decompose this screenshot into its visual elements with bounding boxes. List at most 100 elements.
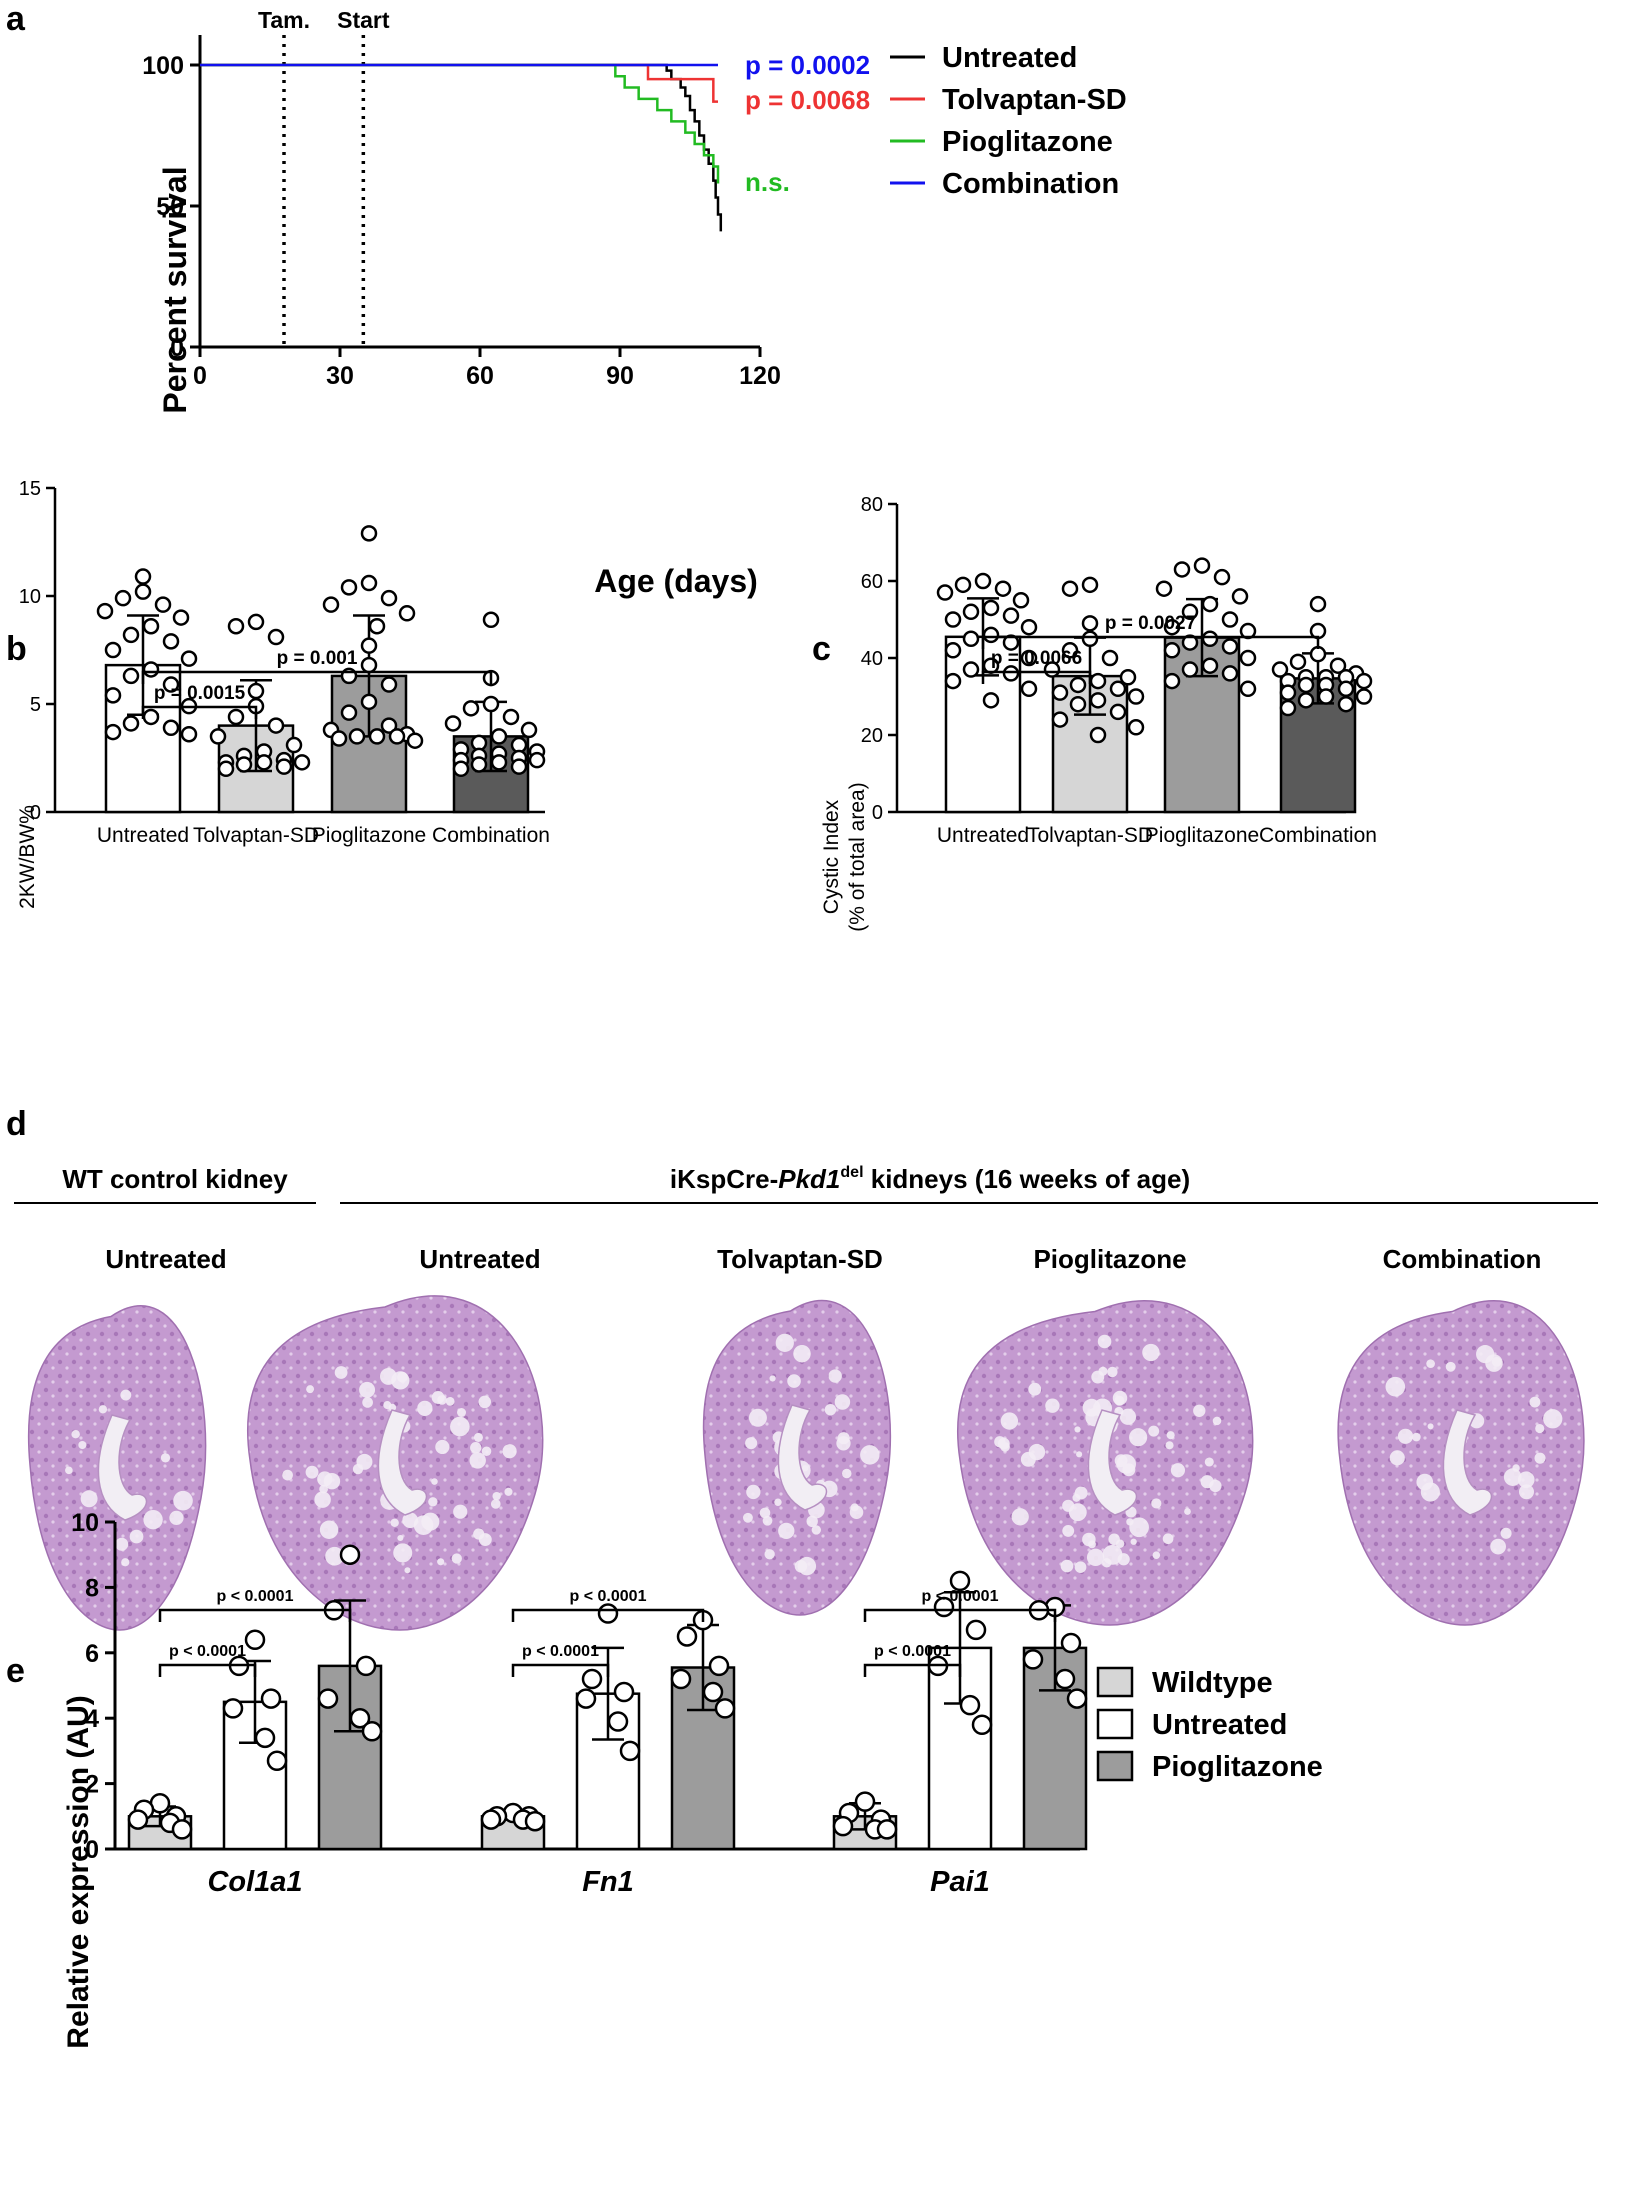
kwbw-y-tick-label: 10 [19,586,41,608]
expression-y-tick-label: 2 [85,1771,99,1799]
expression-legend-swatch [1096,1708,1134,1740]
kwbw-data-point [209,728,227,745]
kidney-cyst [481,1446,492,1457]
kidney-cyst [428,1497,438,1507]
kwbw-data-point [114,589,132,607]
expression-data-point [949,1570,971,1592]
cystic-x-tick-label: Tolvaptan-SD [1027,824,1153,847]
kidney-cyst [793,1345,811,1363]
kidney-cyst [1212,1416,1222,1426]
kwbw-data-point [180,650,198,667]
kidney-cyst [1170,1463,1186,1478]
cystic-data-point [1337,695,1355,713]
cystic-data-point [944,611,962,628]
cystic-y-tick-label: 80 [861,494,883,516]
kidney-cyst [1102,1544,1123,1565]
kidney-cyst [306,1385,315,1394]
cystic-y-tick-label: 20 [861,725,883,747]
section-label-tolvaptan: Tolvaptan-SD [717,1244,883,1274]
kidney-cyst [1512,1464,1520,1472]
expression-gene-label: Col1a1 [207,1866,302,1898]
expression-data-point [524,1810,546,1832]
cystic-data-point [1221,638,1239,655]
cystic-data-point [1213,568,1231,586]
kwbw-data-point [162,633,180,650]
section-label-combination: Combination [1383,1244,1542,1274]
kwbw-data-point [444,715,462,732]
survival-x-tick-label: 90 [606,362,634,390]
kidney-cyst [115,1537,129,1551]
cystic-data-point [1309,645,1327,663]
expression-y-tick-label: 10 [71,1509,99,1537]
kwbw-data-point [360,656,378,674]
cystic-data-point [982,599,1000,617]
panel-letter-e: e [6,1652,25,1690]
expression-sig-bracket [511,1663,610,1677]
kidney-cyst [1503,1468,1522,1486]
expression-sig-bracket [158,1663,257,1677]
kidney-cyst [323,1473,341,1490]
kidney-cyst [305,1465,319,1479]
kwbw-data-point [452,760,470,778]
kidney-cyst [1543,1409,1563,1429]
expression-data-point [1054,1668,1076,1690]
expression-data-point [597,1603,619,1624]
cystic-y-tick-label: 60 [861,571,883,593]
cystic-data-point [974,572,992,590]
cystic-y-label-2: (% of total area) [846,782,869,931]
expression-data-point [832,1815,854,1837]
cystic-data-point [1012,592,1030,609]
kwbw-y-tick-label: 15 [19,478,41,500]
expression-sig-label: p < 0.0001 [169,1643,246,1660]
cystic-data-point [982,626,1000,644]
kidney-cyst [492,1491,501,1501]
panel-letter-c: c [812,630,831,668]
cystic-data-point [1061,580,1079,597]
pvalue-pioglitazone: n.s. [745,167,790,197]
kwbw-y-label: 2KW/BW% [16,805,39,909]
kidney-cyst [1086,1548,1105,1566]
expression-legend-label: Wildtype [1152,1667,1273,1699]
kidney-cyst [836,1436,851,1451]
cystic-sig-bracket [981,670,1092,684]
kwbw-data-point [388,728,406,745]
kidney-cyst [435,1439,450,1455]
section-label-pioglitazone: Pioglitazone [1033,1244,1186,1274]
kidney-cyst [787,1374,801,1388]
cystic-y-tick-label: 40 [861,648,883,670]
kwbw-data-point [502,708,520,726]
cystic-data-point [1081,630,1099,647]
kidney-cyst [80,1490,98,1508]
cystic-data-point [1069,676,1087,694]
expression-y-tick-label: 4 [85,1705,99,1733]
kidney-cyst [1535,1423,1545,1434]
kidney-cyst [849,1505,864,1520]
survival-y-label: Percent survival [157,166,193,413]
kwbw-data-point [380,676,398,693]
kidney-cyst [860,1445,880,1465]
cystic-data-point [1201,630,1219,647]
kwbw-data-point [162,676,180,693]
kidney-cyst [1389,1450,1405,1466]
expression-y-tick-label: 6 [85,1640,99,1668]
expression-data-point [254,1727,276,1749]
kidney-cyst [393,1543,413,1563]
kwbw-data-point [380,717,398,734]
survival-x-tick-label: 30 [326,362,354,390]
expression-data-point [480,1809,502,1830]
cystic-data-point [1181,634,1199,651]
kidney-cyst [1445,1361,1456,1372]
kidney-cyst [1074,1561,1087,1573]
survival-x-tick-label: 60 [466,362,494,390]
expression-data-point [361,1721,383,1742]
kidney-cyst [1529,1396,1541,1408]
cystic-data-point [1329,657,1347,674]
legend-label-pioglitazone: Pioglitazone [942,126,1113,158]
cystic-data-point [1181,661,1199,678]
kidney-cyst [431,1391,445,1404]
kidney-cyst [1107,1366,1118,1378]
mutant-header: iKspCre-Pkd1del kidneys (16 weeks of age… [670,1164,1190,1194]
expression-data-point [965,1619,987,1641]
